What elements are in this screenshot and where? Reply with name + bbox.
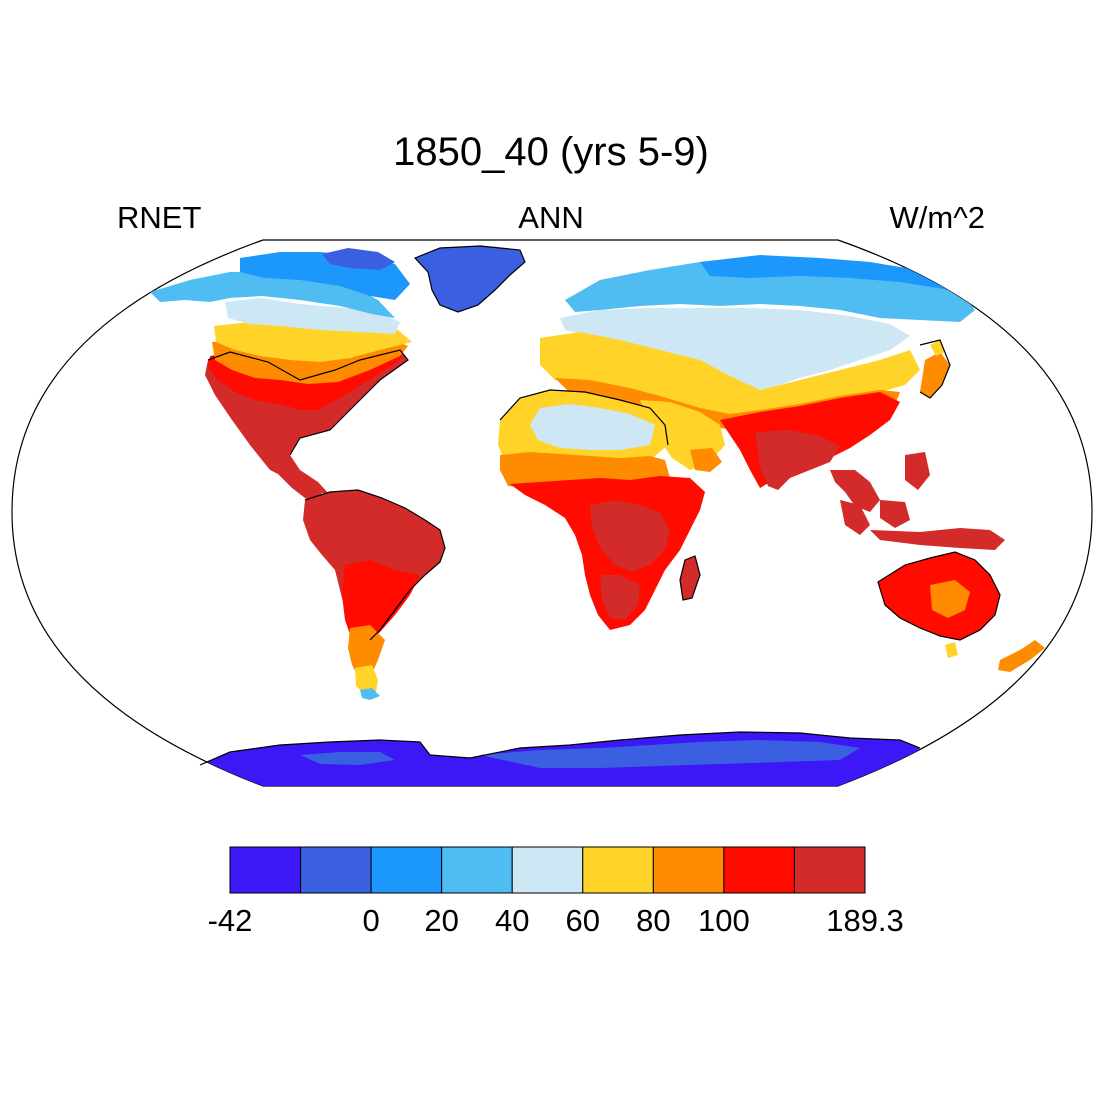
eurasia-landmass bbox=[540, 255, 975, 512]
colorbar bbox=[229, 846, 866, 894]
maritime-islands bbox=[840, 452, 1005, 550]
australia-landmass bbox=[878, 552, 1000, 658]
colorbar-swatch bbox=[511, 846, 584, 894]
colorbar-swatch bbox=[441, 846, 513, 894]
plot-title: 1850_40 (yrs 5-9) bbox=[393, 130, 709, 174]
greenland-landmass bbox=[415, 246, 525, 312]
north-america-landmass bbox=[150, 248, 412, 505]
colorbar-swatch bbox=[582, 846, 654, 894]
colorbar-tick-label: -42 bbox=[207, 903, 253, 938]
south-america-landmass bbox=[303, 490, 445, 700]
new-zealand-landmass bbox=[998, 640, 1045, 672]
colorbar-swatch bbox=[652, 846, 725, 894]
colorbar-tick-label: 20 bbox=[424, 903, 459, 938]
colorbar-tick-label: 100 bbox=[698, 903, 750, 938]
colorbar-tick-label: 60 bbox=[565, 903, 601, 938]
antarctica-landmass bbox=[200, 732, 920, 786]
colorbar-tick-label: 80 bbox=[636, 903, 671, 938]
season-label: ANN bbox=[518, 200, 584, 235]
colorbar-tick-label: 189.3 bbox=[826, 903, 904, 938]
colorbar-swatch bbox=[793, 846, 866, 894]
colorbar-swatch bbox=[300, 846, 372, 894]
units-label: W/m^2 bbox=[889, 200, 985, 235]
colorbar-swatch bbox=[370, 846, 443, 894]
map-outline bbox=[11, 239, 1093, 787]
colorbar-tick-label: 0 bbox=[362, 903, 380, 938]
colorbar-swatch bbox=[723, 846, 795, 894]
coastlines bbox=[199, 245, 1001, 766]
colorbar-swatch bbox=[229, 846, 302, 894]
africa-landmass bbox=[498, 390, 705, 630]
variable-label: RNET bbox=[117, 200, 202, 235]
colorbar-tick-label: 40 bbox=[494, 903, 530, 938]
